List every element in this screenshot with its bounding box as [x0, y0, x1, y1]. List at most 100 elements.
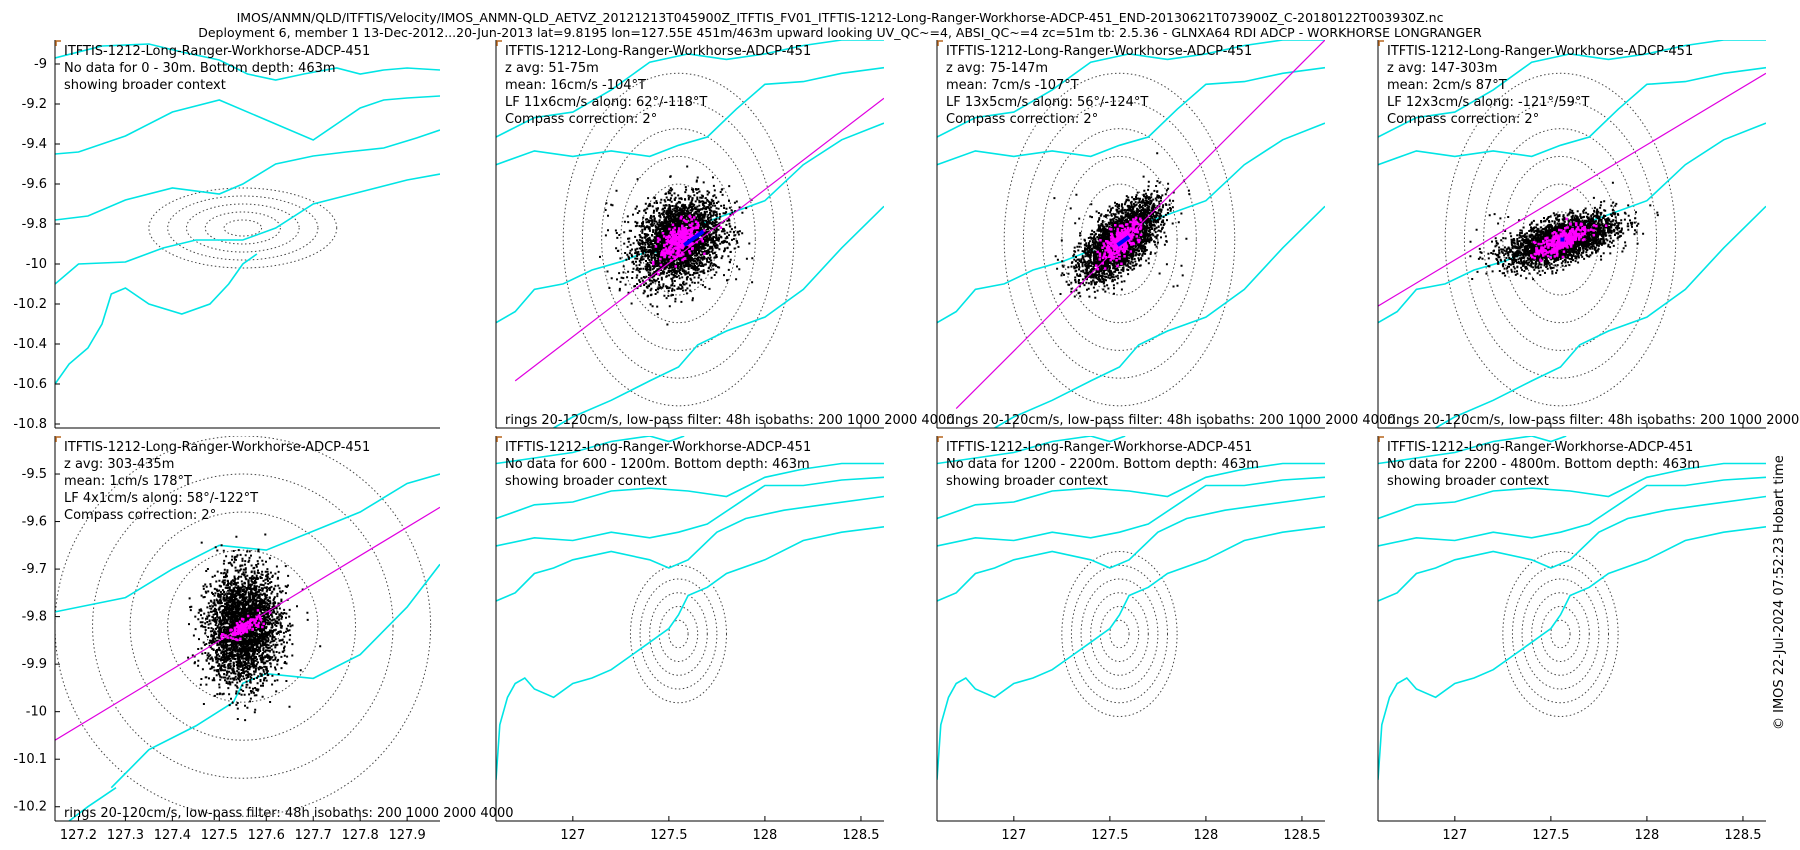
isobath-line	[937, 40, 1325, 138]
speed-ring	[1003, 72, 1236, 407]
isobath-line	[55, 95, 440, 155]
mean-vector	[1116, 235, 1131, 247]
speed-ring	[1483, 128, 1638, 351]
speed-ring	[1022, 100, 1217, 379]
x-tick-label: 127.2	[60, 828, 97, 843]
panel-annotation: ITFTIS-1212-Long-Ranger-Workhorse-ADCP-4…	[505, 440, 811, 455]
x-tick-label: 127.4	[154, 828, 191, 843]
speed-ring	[562, 72, 795, 407]
y-tick-label: -9.8	[22, 217, 47, 232]
speed-ring	[620, 155, 737, 324]
y-tick-label: -10.8	[13, 417, 47, 432]
panel-annotation: z avg: 147-303m	[1387, 61, 1497, 76]
isobath-line	[496, 526, 884, 780]
x-tick-label: 127	[560, 828, 585, 843]
panel-annotation: ITFTIS-1212-Long-Ranger-Workhorse-ADCP-4…	[64, 44, 370, 59]
panel-footer: rings 20-120cm/s, low-pass filter: 48h i…	[505, 413, 955, 428]
plot-area	[496, 436, 884, 780]
y-tick-label: -9.7	[22, 562, 47, 577]
x-tick-label: 127.8	[342, 828, 379, 843]
major-axis-line	[1378, 72, 1766, 307]
y-tick-label: -9.8	[22, 610, 47, 625]
panel-annotation: showing broader context	[1387, 474, 1549, 489]
x-tick-label: 127	[1001, 828, 1026, 843]
deployment-subtitle: Deployment 6, member 1 13-Dec-2012...20-…	[198, 25, 1482, 40]
isobath-line	[55, 253, 258, 385]
isobath-line	[937, 495, 1325, 602]
panel-annotation: z avg: 303-435m	[64, 457, 174, 472]
panel-annotation: No data for 1200 - 2200m. Bottom depth: …	[946, 457, 1259, 472]
panel-annotation: No data for 2200 - 4800m. Bottom depth: …	[1387, 457, 1700, 472]
panel-2: ITFTIS-1212-Long-Ranger-Workhorse-ADCP-4…	[495, 40, 955, 429]
isobath-line	[1378, 495, 1766, 602]
x-tick-label: 127	[1442, 828, 1467, 843]
x-tick-label: 127.5	[650, 828, 687, 843]
panel-annotation: showing broader context	[946, 474, 1108, 489]
plot-area	[496, 40, 884, 428]
panel-annotation: LF 12x3cm/s along: -121°/59°T	[1387, 95, 1589, 110]
isobath-line	[496, 66, 884, 166]
x-tick-label: 128	[1634, 828, 1659, 843]
speed-ring	[148, 187, 338, 269]
y-tick-label: -9.6	[22, 177, 47, 192]
panel-annotation: ITFTIS-1212-Long-Ranger-Workhorse-ADCP-4…	[505, 44, 811, 59]
isobath-line	[937, 66, 1325, 166]
panel-footer: rings 20-120cm/s, low-pass filter: 48h i…	[946, 413, 1396, 428]
speed-ring	[1502, 551, 1619, 717]
panel-annotation: mean: 1cm/s 178°T	[64, 474, 192, 489]
isobath-line	[553, 205, 884, 428]
isobath-line	[55, 173, 440, 285]
panel-annotation: Compass correction: 2°	[946, 112, 1098, 127]
isobath-line	[937, 476, 1325, 547]
isobath-line	[1378, 40, 1766, 138]
isobath-line	[55, 129, 440, 221]
speed-ring	[55, 436, 432, 817]
corner-marker	[937, 40, 943, 46]
speed-ring	[1061, 155, 1178, 324]
x-tick-label: 128.5	[1283, 828, 1320, 843]
speed-ring	[1511, 564, 1609, 704]
panel-annotation: ITFTIS-1212-Long-Ranger-Workhorse-ADCP-4…	[946, 44, 1252, 59]
isobath-line	[55, 473, 440, 613]
speed-ring	[649, 592, 708, 676]
x-tick-label: 127.5	[201, 828, 238, 843]
corner-marker	[1378, 436, 1384, 442]
plot-area	[937, 436, 1325, 780]
isobath-line	[496, 476, 884, 547]
mean-vector	[683, 229, 705, 247]
panel-annotation: ITFTIS-1212-Long-Ranger-Workhorse-ADCP-4…	[946, 440, 1252, 455]
panel-annotation: LF 11x6cm/s along: 62°/-118°T	[505, 95, 707, 110]
isobath-line	[496, 40, 884, 138]
speed-ring	[1061, 551, 1178, 717]
speed-ring	[1540, 606, 1581, 662]
plot-area	[55, 43, 440, 385]
y-tick-label: -9.5	[22, 467, 47, 482]
speed-ring	[601, 128, 756, 351]
y-tick-label: -10.4	[13, 337, 47, 352]
speed-ring	[167, 195, 319, 261]
panel-annotation: No data for 600 - 1200m. Bottom depth: 4…	[505, 457, 810, 472]
panel-annotation: ITFTIS-1212-Long-Ranger-Workhorse-ADCP-4…	[1387, 44, 1693, 59]
y-tick-label: -9.9	[22, 657, 47, 672]
velocity-scatter	[187, 533, 322, 722]
speed-ring	[629, 564, 727, 704]
speed-ring	[1521, 578, 1600, 690]
panel-annotation: Compass correction: 2°	[505, 112, 657, 127]
x-tick-label: 127.7	[295, 828, 332, 843]
speed-ring	[129, 511, 356, 741]
panel-7: 127 127.5 128 128.5 ITFTIS-1212-Long-Ranger-…	[936, 436, 1325, 843]
plot-area	[55, 436, 440, 821]
corner-marker	[1378, 40, 1384, 46]
isobath-line	[496, 462, 884, 520]
speed-ring	[658, 606, 699, 662]
corner-marker	[496, 40, 502, 46]
isobath-line	[937, 436, 1126, 465]
corner-marker	[55, 436, 61, 442]
plot-area	[1378, 40, 1766, 428]
panel-3: ITFTIS-1212-Long-Ranger-Workhorse-ADCP-4…	[936, 40, 1396, 429]
panel-annotation: showing broader context	[505, 474, 667, 489]
y-tick-label: -9	[34, 57, 47, 72]
x-tick-label: 127.6	[248, 828, 285, 843]
y-tick-label: -10.2	[13, 297, 47, 312]
